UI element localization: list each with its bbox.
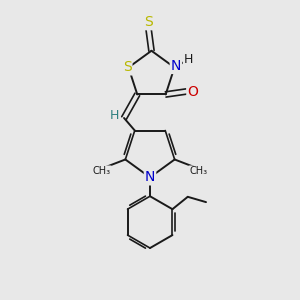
Text: S: S xyxy=(144,15,153,29)
Text: CH₃: CH₃ xyxy=(189,166,207,176)
Text: O: O xyxy=(187,85,198,98)
Text: H: H xyxy=(184,53,193,66)
Text: N: N xyxy=(171,59,181,73)
Text: H: H xyxy=(110,109,119,122)
Text: S: S xyxy=(123,61,131,74)
Text: CH₃: CH₃ xyxy=(93,166,111,176)
Text: N: N xyxy=(145,170,155,184)
